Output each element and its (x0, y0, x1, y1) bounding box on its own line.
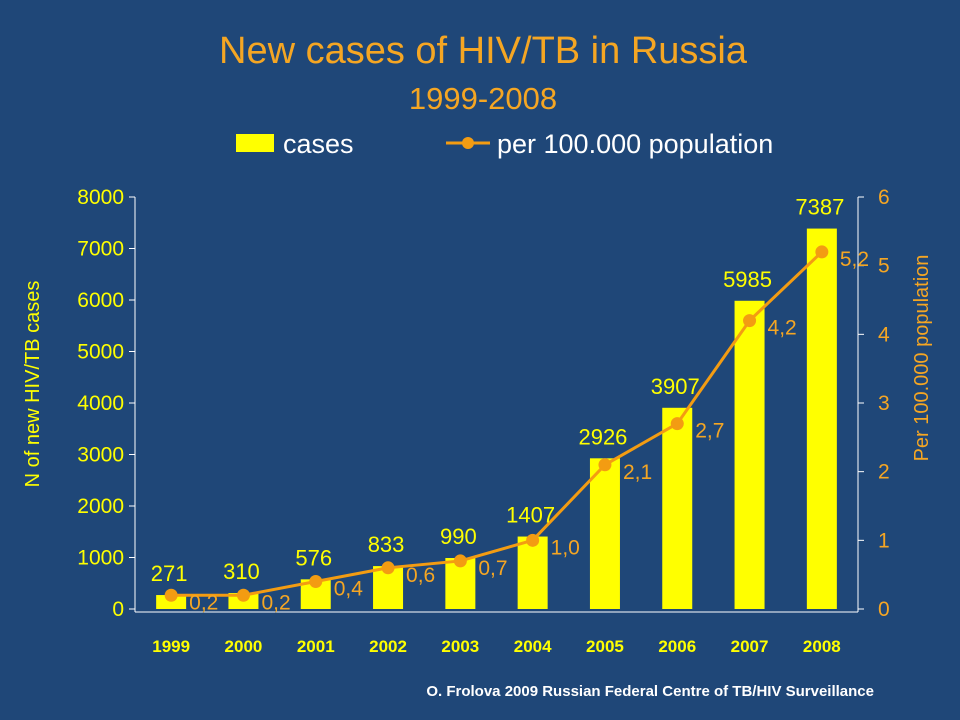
bar-value-label: 310 (223, 559, 260, 584)
rate-point (453, 554, 467, 568)
left-tick-label: 2000 (77, 495, 124, 518)
rate-point (164, 588, 178, 602)
right-axis-ticks: 0 1 2 3 4 5 6 (858, 186, 890, 621)
x-tick-label: 2002 (369, 637, 407, 656)
bar-series (156, 228, 837, 609)
rate-point (743, 314, 757, 328)
left-tick-label: 8000 (77, 186, 124, 209)
bar-value-label: 5985 (723, 267, 772, 292)
bar (662, 407, 693, 609)
source-note: O. Frolova 2009 Russian Federal Centre o… (426, 683, 874, 700)
legend-marker-rate (462, 137, 474, 149)
rate-value-label: 0,7 (478, 557, 507, 580)
rate-value-label: 2,7 (695, 420, 724, 443)
x-tick-label: 2008 (803, 637, 841, 656)
rate-value-label: 0,4 (334, 578, 364, 601)
bar (517, 536, 548, 609)
x-axis-ticks: 1999 2000 2001 2002 2003 2004 2005 2006 2007 2008 (152, 637, 841, 656)
left-tick-label: 6000 (77, 289, 124, 312)
left-tick-label: 1000 (77, 547, 124, 570)
left-tick-label: 7000 (77, 238, 124, 261)
right-tick-label: 6 (878, 186, 890, 209)
bar (806, 228, 837, 609)
chart-legend: cases per 100.000 population (236, 129, 773, 159)
bar-value-label: 2926 (578, 424, 627, 449)
x-tick-label: 2007 (731, 637, 769, 656)
line-series (164, 245, 829, 602)
rate-point (381, 561, 395, 575)
rate-point (670, 417, 684, 431)
right-tick-label: 5 (878, 255, 890, 278)
bar (734, 300, 765, 609)
bar-value-label: 3907 (651, 374, 700, 399)
chart-title: New cases of HIV/TB in Russia (219, 30, 748, 72)
x-tick-label: 2000 (225, 637, 263, 656)
legend-label-cases: cases (283, 129, 354, 159)
right-tick-label: 4 (878, 323, 890, 346)
rate-value-label: 1,0 (551, 536, 580, 559)
rate-value-label: 2,1 (623, 461, 652, 484)
legend-swatch-cases (236, 134, 274, 152)
rate-point (598, 458, 612, 472)
x-tick-label: 2005 (586, 637, 624, 656)
x-tick-label: 2001 (297, 637, 335, 656)
rate-point (526, 533, 540, 547)
rate-value-label: 5,2 (840, 248, 869, 271)
left-axis-title: N of new HIV/TB cases (22, 281, 44, 488)
x-tick-label: 2003 (441, 637, 479, 656)
x-tick-label: 2006 (658, 637, 696, 656)
bar (589, 458, 620, 609)
rate-value-label: 4,2 (768, 317, 797, 340)
left-tick-label: 5000 (77, 341, 124, 364)
left-tick-label: 0 (112, 598, 124, 621)
legend-label-rate: per 100.000 population (497, 129, 773, 159)
left-tick-label: 3000 (77, 444, 124, 467)
rate-point (236, 588, 250, 602)
right-tick-label: 2 (878, 461, 890, 484)
bar-value-label: 990 (440, 524, 477, 549)
bar-value-label: 7387 (795, 195, 844, 220)
bar-value-label: 576 (295, 545, 332, 570)
right-axis-title: Per 100.000 population (911, 255, 933, 462)
x-tick-label: 2004 (514, 637, 552, 656)
bar-value-label: 833 (368, 532, 405, 557)
right-tick-label: 3 (878, 392, 890, 415)
left-axis-ticks: 0 1000 2000 3000 4000 5000 6000 7000 8000 (77, 186, 135, 621)
point-data-labels: 0,2 0,2 0,4 0,6 0,7 1,0 2,1 2,7 4,2 5,2 (189, 248, 869, 614)
right-tick-label: 1 (878, 529, 890, 552)
rate-value-label: 0,2 (189, 591, 218, 614)
rate-value-label: 0,2 (261, 591, 290, 614)
bar (156, 595, 187, 609)
chart-subtitle: 1999-2008 (409, 81, 557, 116)
bar-data-labels: 271 310 576 833 990 1407 2926 3907 5985 7387 (151, 195, 845, 586)
rate-point (815, 245, 829, 259)
bar-value-label: 271 (151, 561, 188, 586)
left-tick-label: 4000 (77, 392, 124, 415)
rate-line (171, 250, 823, 597)
x-tick-label: 1999 (152, 637, 190, 656)
bar-value-label: 1407 (506, 503, 555, 528)
right-tick-label: 0 (878, 598, 890, 621)
rate-value-label: 0,6 (406, 564, 435, 587)
rate-point (309, 575, 323, 589)
